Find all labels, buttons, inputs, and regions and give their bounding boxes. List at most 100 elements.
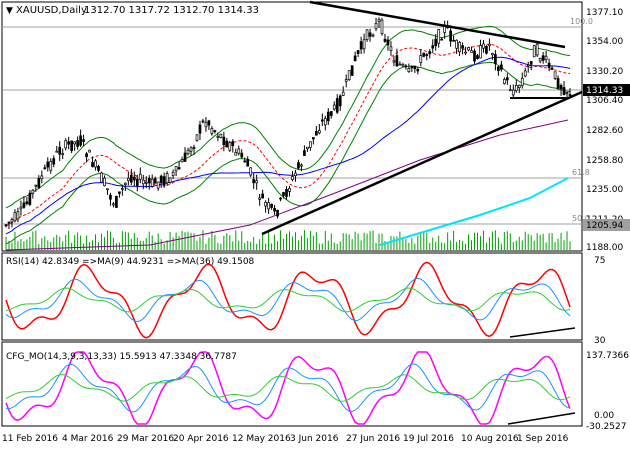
candle-body xyxy=(511,89,515,96)
candle-body xyxy=(479,45,482,59)
candle-body xyxy=(329,111,333,116)
candle-body xyxy=(368,32,372,37)
candle-body xyxy=(326,111,330,122)
dropdown-arrow-icon[interactable]: ▼ xyxy=(6,6,13,16)
candle-body xyxy=(279,197,282,200)
candle-body xyxy=(526,64,530,67)
candle-body xyxy=(129,174,133,183)
candle-body xyxy=(276,209,279,217)
candle-body xyxy=(94,160,97,168)
candle-body xyxy=(532,45,536,58)
candle-body xyxy=(159,175,163,184)
candle-body xyxy=(434,38,438,47)
candle-body xyxy=(177,167,181,170)
candle-body xyxy=(461,45,464,49)
current-price-tag xyxy=(583,84,630,96)
candle-body xyxy=(174,166,178,172)
candle-body xyxy=(213,130,217,133)
resistance-trendline[interactable] xyxy=(309,0,566,49)
candle-body xyxy=(300,164,303,167)
candle-body xyxy=(19,206,23,210)
candle-body xyxy=(183,152,187,162)
candle-body xyxy=(126,177,130,181)
cfg-ma-fast-line xyxy=(5,363,571,413)
candle-body xyxy=(189,147,193,152)
candle-body xyxy=(476,55,479,59)
candle-body xyxy=(109,194,112,200)
candle-body xyxy=(362,39,366,50)
candle-body xyxy=(497,66,500,71)
candle-body xyxy=(553,71,557,79)
candle-body xyxy=(332,104,336,110)
candle-body xyxy=(282,192,285,196)
candle-body xyxy=(505,77,509,81)
price-axis-label: 1258.80 xyxy=(586,156,623,166)
time-axis-label: 19 Jul 2016 xyxy=(403,434,454,444)
support-trendline[interactable] xyxy=(261,90,583,236)
price-candles xyxy=(4,17,572,230)
candle-body xyxy=(365,29,369,40)
time-axis-label: 4 Mar 2016 xyxy=(62,434,114,444)
candle-body xyxy=(374,23,378,30)
cfg-divergence-line[interactable] xyxy=(507,412,576,425)
rsi-line xyxy=(5,261,571,339)
price-axis-label: 1330.20 xyxy=(586,67,623,77)
candle-body xyxy=(216,135,220,138)
candle-body xyxy=(85,153,88,158)
rsi-divergence-line[interactable] xyxy=(509,327,576,338)
candle-body xyxy=(261,193,264,199)
candle-body xyxy=(240,152,244,158)
candle-body xyxy=(323,118,327,126)
rsi-title: RSI(14) 42.8349 =>MA(9) 44.9231 =>MA(36)… xyxy=(6,257,255,267)
candle-body xyxy=(422,52,426,57)
candle-body xyxy=(294,172,297,177)
fib-50-label: 50.0 xyxy=(572,214,590,223)
candle-body xyxy=(201,120,205,123)
candle-body xyxy=(46,161,50,168)
support-price-label: 1205.94 xyxy=(586,221,623,231)
candle-body xyxy=(485,46,488,54)
candle-body xyxy=(156,181,160,189)
candle-body xyxy=(565,91,569,94)
candle-body xyxy=(49,161,53,171)
time-axis-label: 11 Feb 2016 xyxy=(2,434,58,444)
ma-purple-line xyxy=(5,119,569,251)
candle-body xyxy=(389,46,393,51)
candle-body xyxy=(22,202,26,208)
candle-body xyxy=(231,141,235,147)
candle-body xyxy=(520,77,524,86)
candle-body xyxy=(514,85,518,92)
candle-body xyxy=(452,39,455,42)
ohlc-values: 1312.70 1317.72 1312.70 1314.33 xyxy=(84,5,259,16)
candle-body xyxy=(538,57,542,62)
candle-body xyxy=(407,67,411,72)
candle-body xyxy=(350,65,354,76)
candle-body xyxy=(237,148,241,154)
time-axis-label: 1 Sep 2016 xyxy=(517,434,569,444)
candle-body xyxy=(55,150,59,153)
candle-body xyxy=(488,43,491,46)
candle-body xyxy=(309,141,312,148)
candle-body xyxy=(303,150,306,156)
candle-body xyxy=(428,51,432,55)
candle-body xyxy=(64,140,68,149)
candle-body xyxy=(222,136,226,146)
candle-body xyxy=(523,70,527,77)
candle-body xyxy=(508,89,512,92)
candle-body xyxy=(425,54,429,56)
candle-body xyxy=(568,94,572,96)
price-axis-label: 1377.10 xyxy=(586,8,623,18)
ma-red-line xyxy=(5,43,571,227)
candle-body xyxy=(76,140,79,147)
fib-100-label: 100.0 xyxy=(570,17,593,26)
candle-body xyxy=(371,34,375,37)
volume-bars xyxy=(5,230,571,250)
candle-body xyxy=(314,130,318,136)
candle-body xyxy=(502,79,506,84)
candle-body xyxy=(198,124,202,134)
candle-body xyxy=(13,212,17,222)
candle-body xyxy=(121,188,124,190)
candle-body xyxy=(288,188,291,192)
candle-body xyxy=(353,55,357,61)
